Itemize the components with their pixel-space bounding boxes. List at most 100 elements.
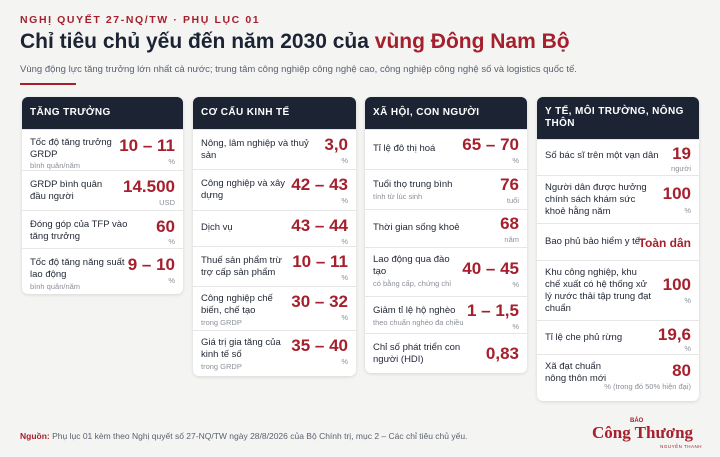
list-item: Tốc độ tăng năng suất lao động bình quân…: [22, 248, 183, 294]
list-item: Tốc độ tăng trưởng GRDP bình quân/năm 10…: [22, 129, 183, 170]
indicator-note: trong GRDP: [201, 318, 242, 327]
indicator-unit: tuổi: [506, 196, 519, 205]
indicator-unit: %: [341, 196, 348, 205]
indicator-value: 40 – 45: [462, 259, 519, 278]
list-item: Người dân được hưởng chính sách khám sức…: [537, 175, 699, 223]
indicator-value: 30 – 32: [291, 292, 348, 311]
indicator-label: Khu công nghiệp, khu chế xuất có hệ thốn…: [545, 267, 652, 314]
indicator-value: 10 – 11: [119, 136, 175, 155]
indicator-label: Dịch vụ: [201, 222, 233, 233]
indicator-unit: %: [684, 206, 691, 215]
indicator-value: 9 – 10: [127, 255, 175, 274]
indicator-note: bình quân/năm: [30, 161, 81, 170]
card-economic-structure: CƠ CẤU KINH TẾ Nông, lâm nghiệp và thuỷ …: [193, 97, 356, 376]
indicator-unit: %: [684, 344, 691, 353]
indicator-unit: %: [341, 156, 348, 165]
list-item: Chỉ số phát triển con người (HDI) 0,83: [365, 333, 527, 373]
list-item: Số bác sĩ trên một vạn dân 19 người: [537, 139, 699, 175]
indicator-unit: USD: [159, 198, 175, 207]
source-lead: Nguồn:: [20, 431, 50, 441]
list-item: Dịch vụ 43 – 44 %: [193, 210, 356, 246]
card-society-header: XÃ HỘI, CON NGƯỜI: [365, 97, 527, 129]
card-health-environment-header: Y TẾ, MÔI TRƯỜNG, NÔNG THÔN: [537, 97, 699, 139]
list-item: Giá trị gia tăng của kinh tế số trong GR…: [193, 330, 356, 376]
brand-name: Công Thương: [592, 423, 694, 442]
indicator-label: Tốc độ tăng trưởng GRDP: [30, 137, 112, 160]
list-item: Tỉ lệ che phủ rừng 19,6 %: [537, 320, 699, 354]
indicator-value: 1 – 1,5: [467, 301, 519, 320]
list-item: Lao động qua đào tạo có bằng cấp, chứng …: [365, 247, 527, 296]
indicator-label: GRDP bình quân đầu người: [30, 179, 103, 202]
indicator-value: 100: [662, 184, 691, 203]
card-society: XÃ HỘI, CON NGƯỜI Tỉ lệ đô thị hoá 65 – …: [365, 97, 527, 373]
indicator-label: Công nghiệp chế biến, chế tạo: [201, 293, 273, 316]
indicator-label: Tuổi thọ trung bình: [373, 179, 453, 190]
indicator-label: Nông, lâm nghiệp và thuỷ sản: [201, 138, 309, 161]
source-text: Phụ lục 01 kèm theo Nghị quyết số 27-NQ/…: [49, 431, 468, 441]
indicator-value: 60: [156, 217, 175, 236]
indicator-value: Toàn dân: [638, 236, 691, 250]
brand-logo: BÁO Công Thương NGUYỄN THANH: [592, 418, 702, 449]
indicator-value: 43 – 44: [291, 216, 348, 235]
card-growth-header: TĂNG TRƯỞNG: [22, 97, 183, 129]
indicator-unit: %: [341, 237, 348, 246]
indicator-unit: % (trong đó 50% hiện đại): [604, 382, 691, 391]
list-item: Nông, lâm nghiệp và thuỷ sản 3,0 %: [193, 129, 356, 169]
indicator-value: 14.500: [123, 177, 175, 196]
page-title-accent: vùng Đông Nam Bộ: [374, 30, 570, 53]
page-subtitle: Vùng động lực tăng trưởng lớn nhất cả nư…: [20, 64, 577, 75]
page-title: Chỉ tiêu chủ yếu đến năm 2030 của vùng Đ…: [20, 30, 570, 54]
indicator-label: Giá trị gia tăng của kinh tế số: [201, 337, 281, 360]
page-title-prefix: Chỉ tiêu chủ yếu đến năm 2030 của: [20, 30, 375, 53]
list-item: Giảm tỉ lệ hộ nghèo theo chuẩn nghèo đa …: [365, 296, 527, 333]
indicator-label: Tỉ lệ đô thị hoá: [373, 143, 436, 154]
card-health-environment: Y TẾ, MÔI TRƯỜNG, NÔNG THÔN Số bác sĩ tr…: [537, 97, 699, 401]
indicator-unit: %: [168, 157, 175, 166]
indicator-label: Đóng góp của TFP vào tăng trưởng: [30, 219, 128, 242]
indicator-unit: %: [512, 156, 519, 165]
indicator-label: Tốc độ tăng năng suất lao động: [30, 257, 125, 280]
indicator-unit: %: [341, 273, 348, 282]
indicator-unit: %: [168, 237, 175, 246]
indicator-unit: %: [168, 276, 175, 285]
indicator-unit: %: [341, 357, 348, 366]
indicator-unit: năm: [504, 235, 519, 244]
indicator-value: 19,6: [657, 325, 691, 344]
indicator-label: Chỉ số phát triển con người (HDI): [373, 342, 461, 365]
indicator-unit: người: [671, 164, 691, 173]
list-item: Công nghiệp và xây dựng 42 – 43 %: [193, 169, 356, 210]
list-item: Thời gian sống khoẻ 68 năm: [365, 209, 527, 247]
indicator-value: 76: [500, 175, 519, 194]
indicator-value: 35 – 40: [291, 336, 348, 355]
brand-tagline: NGUYỄN THANH: [660, 444, 702, 449]
eyebrow-label: NGHỊ QUYẾT 27-NQ/TW · PHỤ LỤC 01: [20, 14, 261, 26]
card-economic-structure-header: CƠ CẤU KINH TẾ: [193, 97, 356, 129]
indicator-label: Lao động qua đào tạo: [373, 254, 450, 277]
list-item: Đóng góp của TFP vào tăng trưởng 60 %: [22, 210, 183, 248]
list-item: Khu công nghiệp, khu chế xuất có hệ thốn…: [537, 260, 699, 320]
indicator-note: trong GRDP: [201, 362, 242, 371]
accent-rule: [20, 83, 76, 85]
list-item: GRDP bình quân đầu người 14.500 USD: [22, 170, 183, 210]
indicator-value: 0,83: [485, 344, 519, 363]
indicator-label: Người dân được hưởng chính sách khám sức…: [545, 182, 647, 217]
list-item: Xã đạt chuẩn nông thôn mới 80 % (trong đ…: [537, 354, 699, 401]
indicator-label: Xã đạt chuẩn nông thôn mới: [545, 361, 607, 384]
indicator-note: có bằng cấp, chứng chỉ: [373, 279, 451, 288]
indicator-value: 42 – 43: [291, 175, 348, 194]
indicator-label: Công nghiệp và xây dựng: [201, 178, 285, 201]
indicator-value: 80: [672, 361, 691, 380]
indicator-unit: %: [341, 313, 348, 322]
brand-prefix: BÁO: [630, 418, 644, 424]
indicator-value: 65 – 70: [462, 135, 519, 154]
indicator-value: 100: [662, 275, 691, 294]
indicator-value: 10 – 11: [292, 252, 348, 271]
indicator-unit: %: [512, 322, 519, 331]
indicator-value: 3,0: [324, 135, 348, 154]
indicator-label: Thuế sản phẩm trừ trợ cấp sản phẩm: [201, 255, 282, 278]
indicator-label: Số bác sĩ trên một vạn dân: [545, 150, 659, 161]
indicator-note: theo chuẩn nghèo đa chiều: [373, 318, 464, 327]
list-item: Tỉ lệ đô thị hoá 65 – 70 %: [365, 129, 527, 169]
list-item: Bao phủ bảo hiểm y tế Toàn dân: [537, 223, 699, 260]
list-item: Công nghiệp chế biến, chế tạo trong GRDP…: [193, 286, 356, 330]
